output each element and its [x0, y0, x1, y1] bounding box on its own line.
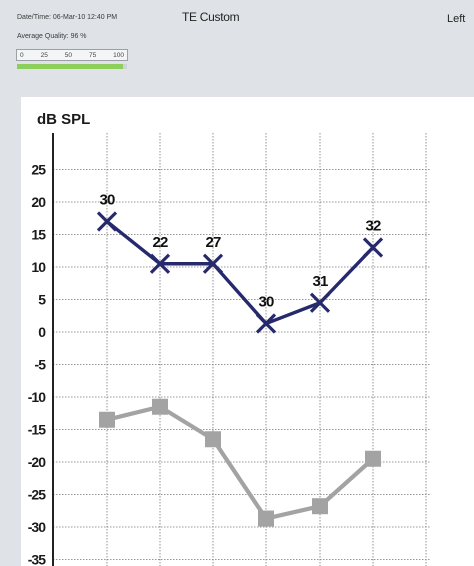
data-point-square: [152, 398, 168, 415]
series-line-threshold: [105, 220, 375, 326]
average-quality-label: Average Quality:: [17, 33, 69, 40]
ear-side-label: Left: [447, 13, 466, 25]
y-tick-label: -30: [28, 519, 46, 535]
y-tick-label: -15: [28, 422, 46, 438]
y-tick-label: -25: [28, 487, 46, 503]
data-point-x: [309, 292, 331, 313]
data-point-square: [365, 450, 381, 467]
quality-scale-tick: 25: [40, 51, 48, 59]
x-marker-stroke: [96, 211, 118, 232]
data-label: 31: [312, 273, 328, 290]
data-label: 22: [152, 234, 168, 251]
quality-scale-tick: 100: [113, 51, 124, 59]
quality-scale-tick: 50: [64, 51, 72, 59]
grid: [53, 133, 431, 566]
chart-panel: 25 20 15 10 5 0 -5 -10 -15 -20 -25 -30 -35 30 22 27 30 3…: [21, 97, 474, 566]
data-point-x: [149, 253, 171, 274]
x-marker-stroke: [309, 292, 331, 313]
average-quality-value: 96 %: [70, 33, 87, 40]
data-label: 30: [258, 294, 274, 311]
data-label: 27: [205, 234, 221, 251]
x-marker-stroke: [202, 253, 224, 274]
data-point-square: [205, 431, 221, 448]
data-point-square: [99, 411, 115, 428]
y-tick-label: 20: [31, 194, 46, 210]
quality-scale: 0 25 50 75 100: [16, 49, 128, 61]
data-point-square: [312, 498, 328, 515]
fitting-title: TE Custom: [182, 10, 240, 24]
axes: 25 20 15 10 5 0 -5 -10 -15 -20 -25 -30 -35: [28, 133, 54, 566]
y-tick-label: 0: [38, 324, 46, 340]
x-marker-stroke: [255, 313, 277, 334]
y-tick-label: 10: [31, 259, 46, 275]
quality-scale-tick: 0: [20, 51, 24, 59]
quality-scale-tick: 75: [88, 51, 97, 59]
data-point-x: [202, 253, 224, 274]
data-point-x: [362, 237, 384, 258]
y-axis-label: dB SPL: [37, 111, 90, 128]
y-tick-label: -5: [35, 357, 47, 373]
header: Date/Time: 06-Mar-10 12:40 PM Average Qu…: [0, 0, 474, 92]
series-line-response: [106, 404, 375, 521]
series: 30 22 27 30 31 32: [96, 192, 384, 527]
data-label: 32: [365, 218, 381, 235]
data-point-x: [255, 313, 277, 334]
data-point-square: [258, 510, 274, 527]
y-tick-label: -35: [28, 552, 46, 566]
quality-bar: [17, 64, 127, 69]
y-tick-label: -10: [28, 389, 46, 405]
average-quality: Average Quality: 96 %: [17, 33, 87, 40]
y-tick-label: -20: [28, 454, 46, 470]
datetime-text: Date/Time: 06-Mar-10 12:40 PM: [17, 14, 118, 21]
y-tick-label: 15: [31, 227, 46, 243]
x-marker-stroke: [149, 253, 171, 274]
y-tick-label: 5: [38, 292, 46, 308]
data-point-x: [96, 211, 118, 232]
quality-bar-fill: [17, 64, 123, 69]
data-label: 30: [99, 192, 115, 209]
y-tick-label: 25: [31, 162, 46, 178]
x-marker-stroke: [362, 237, 384, 258]
